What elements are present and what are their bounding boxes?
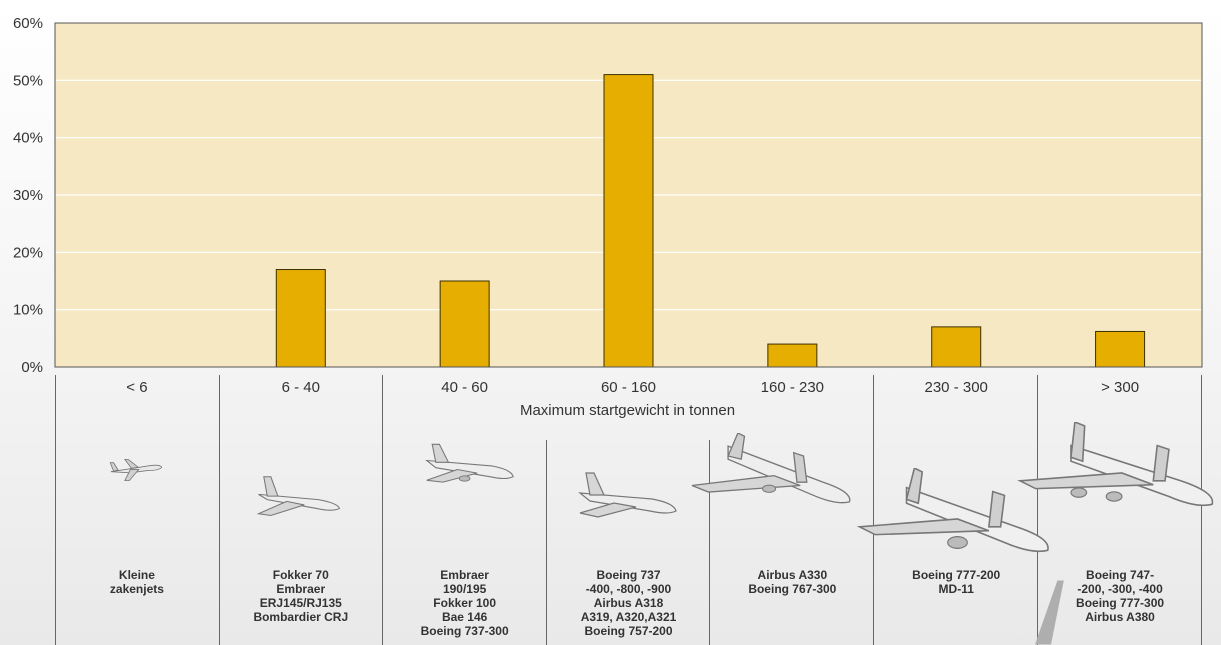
category-divider	[546, 440, 547, 645]
x-axis-label: Maximum startgewicht in tonnen	[519, 402, 736, 419]
x-tick-label: 230 - 300	[924, 379, 988, 396]
aircraft-icon	[109, 458, 163, 482]
y-tick-label: 20%	[13, 244, 43, 261]
bar	[275, 269, 326, 368]
aircraft-type-label: Boeing 737 -400, -800, -900 Airbus A318 …	[580, 568, 677, 638]
tail-fin-icon	[1035, 580, 1064, 645]
aircraft-type-label: Embraer 190/195 Fokker 100 Bae 146 Boein…	[420, 568, 509, 638]
aircraft-type-label: Fokker 70 Embraer ERJ145/RJ135 Bombardie…	[253, 568, 349, 624]
bar	[603, 74, 654, 368]
aircraft-type-label: Airbus A330 Boeing 767-300	[748, 568, 837, 596]
aircraft-icon	[691, 433, 851, 504]
y-tick-label: 30%	[13, 187, 43, 204]
y-tick-label: 0%	[21, 359, 43, 376]
aircraft-type-label: Boeing 747- -200, -300, -400 Boeing 777-…	[1076, 568, 1165, 624]
y-tick-label: 10%	[13, 302, 43, 319]
bar	[439, 280, 490, 368]
x-tick-label: > 300	[1101, 379, 1140, 396]
aircraft-icon	[425, 443, 514, 483]
category-divider	[709, 440, 710, 645]
aircraft-icon	[256, 476, 341, 517]
category-divider	[1037, 375, 1038, 645]
y-tick-label: 60%	[13, 15, 43, 32]
x-tick-label: 40 - 60	[441, 379, 488, 396]
category-divider	[55, 375, 56, 645]
category-divider	[873, 375, 874, 645]
aircraft-icon	[1017, 422, 1214, 507]
aircraft-icon	[578, 472, 677, 518]
category-divider	[382, 375, 383, 645]
x-tick-label: 60 - 160	[600, 379, 657, 396]
aircraft-icon	[856, 468, 1049, 553]
aircraft-type-label: Boeing 777-200 MD-11	[912, 568, 1001, 596]
category-divider	[1201, 375, 1202, 645]
bar	[1095, 330, 1146, 368]
category-divider	[219, 375, 220, 645]
y-axis-ticks: 0% 10% 20% 30% 40% 50% 60%	[13, 15, 43, 376]
y-tick-label: 40%	[13, 130, 43, 147]
bars	[275, 74, 1146, 368]
bar	[931, 326, 982, 368]
x-tick-label: < 6	[126, 379, 148, 396]
y-tick-label: 50%	[13, 72, 43, 89]
bar	[767, 343, 818, 368]
x-tick-label: 160 - 230	[760, 379, 825, 396]
aircraft-type-label: Kleine zakenjets	[109, 568, 164, 596]
x-tick-label: 6 - 40	[281, 379, 320, 396]
plot-frame	[54, 22, 1203, 368]
